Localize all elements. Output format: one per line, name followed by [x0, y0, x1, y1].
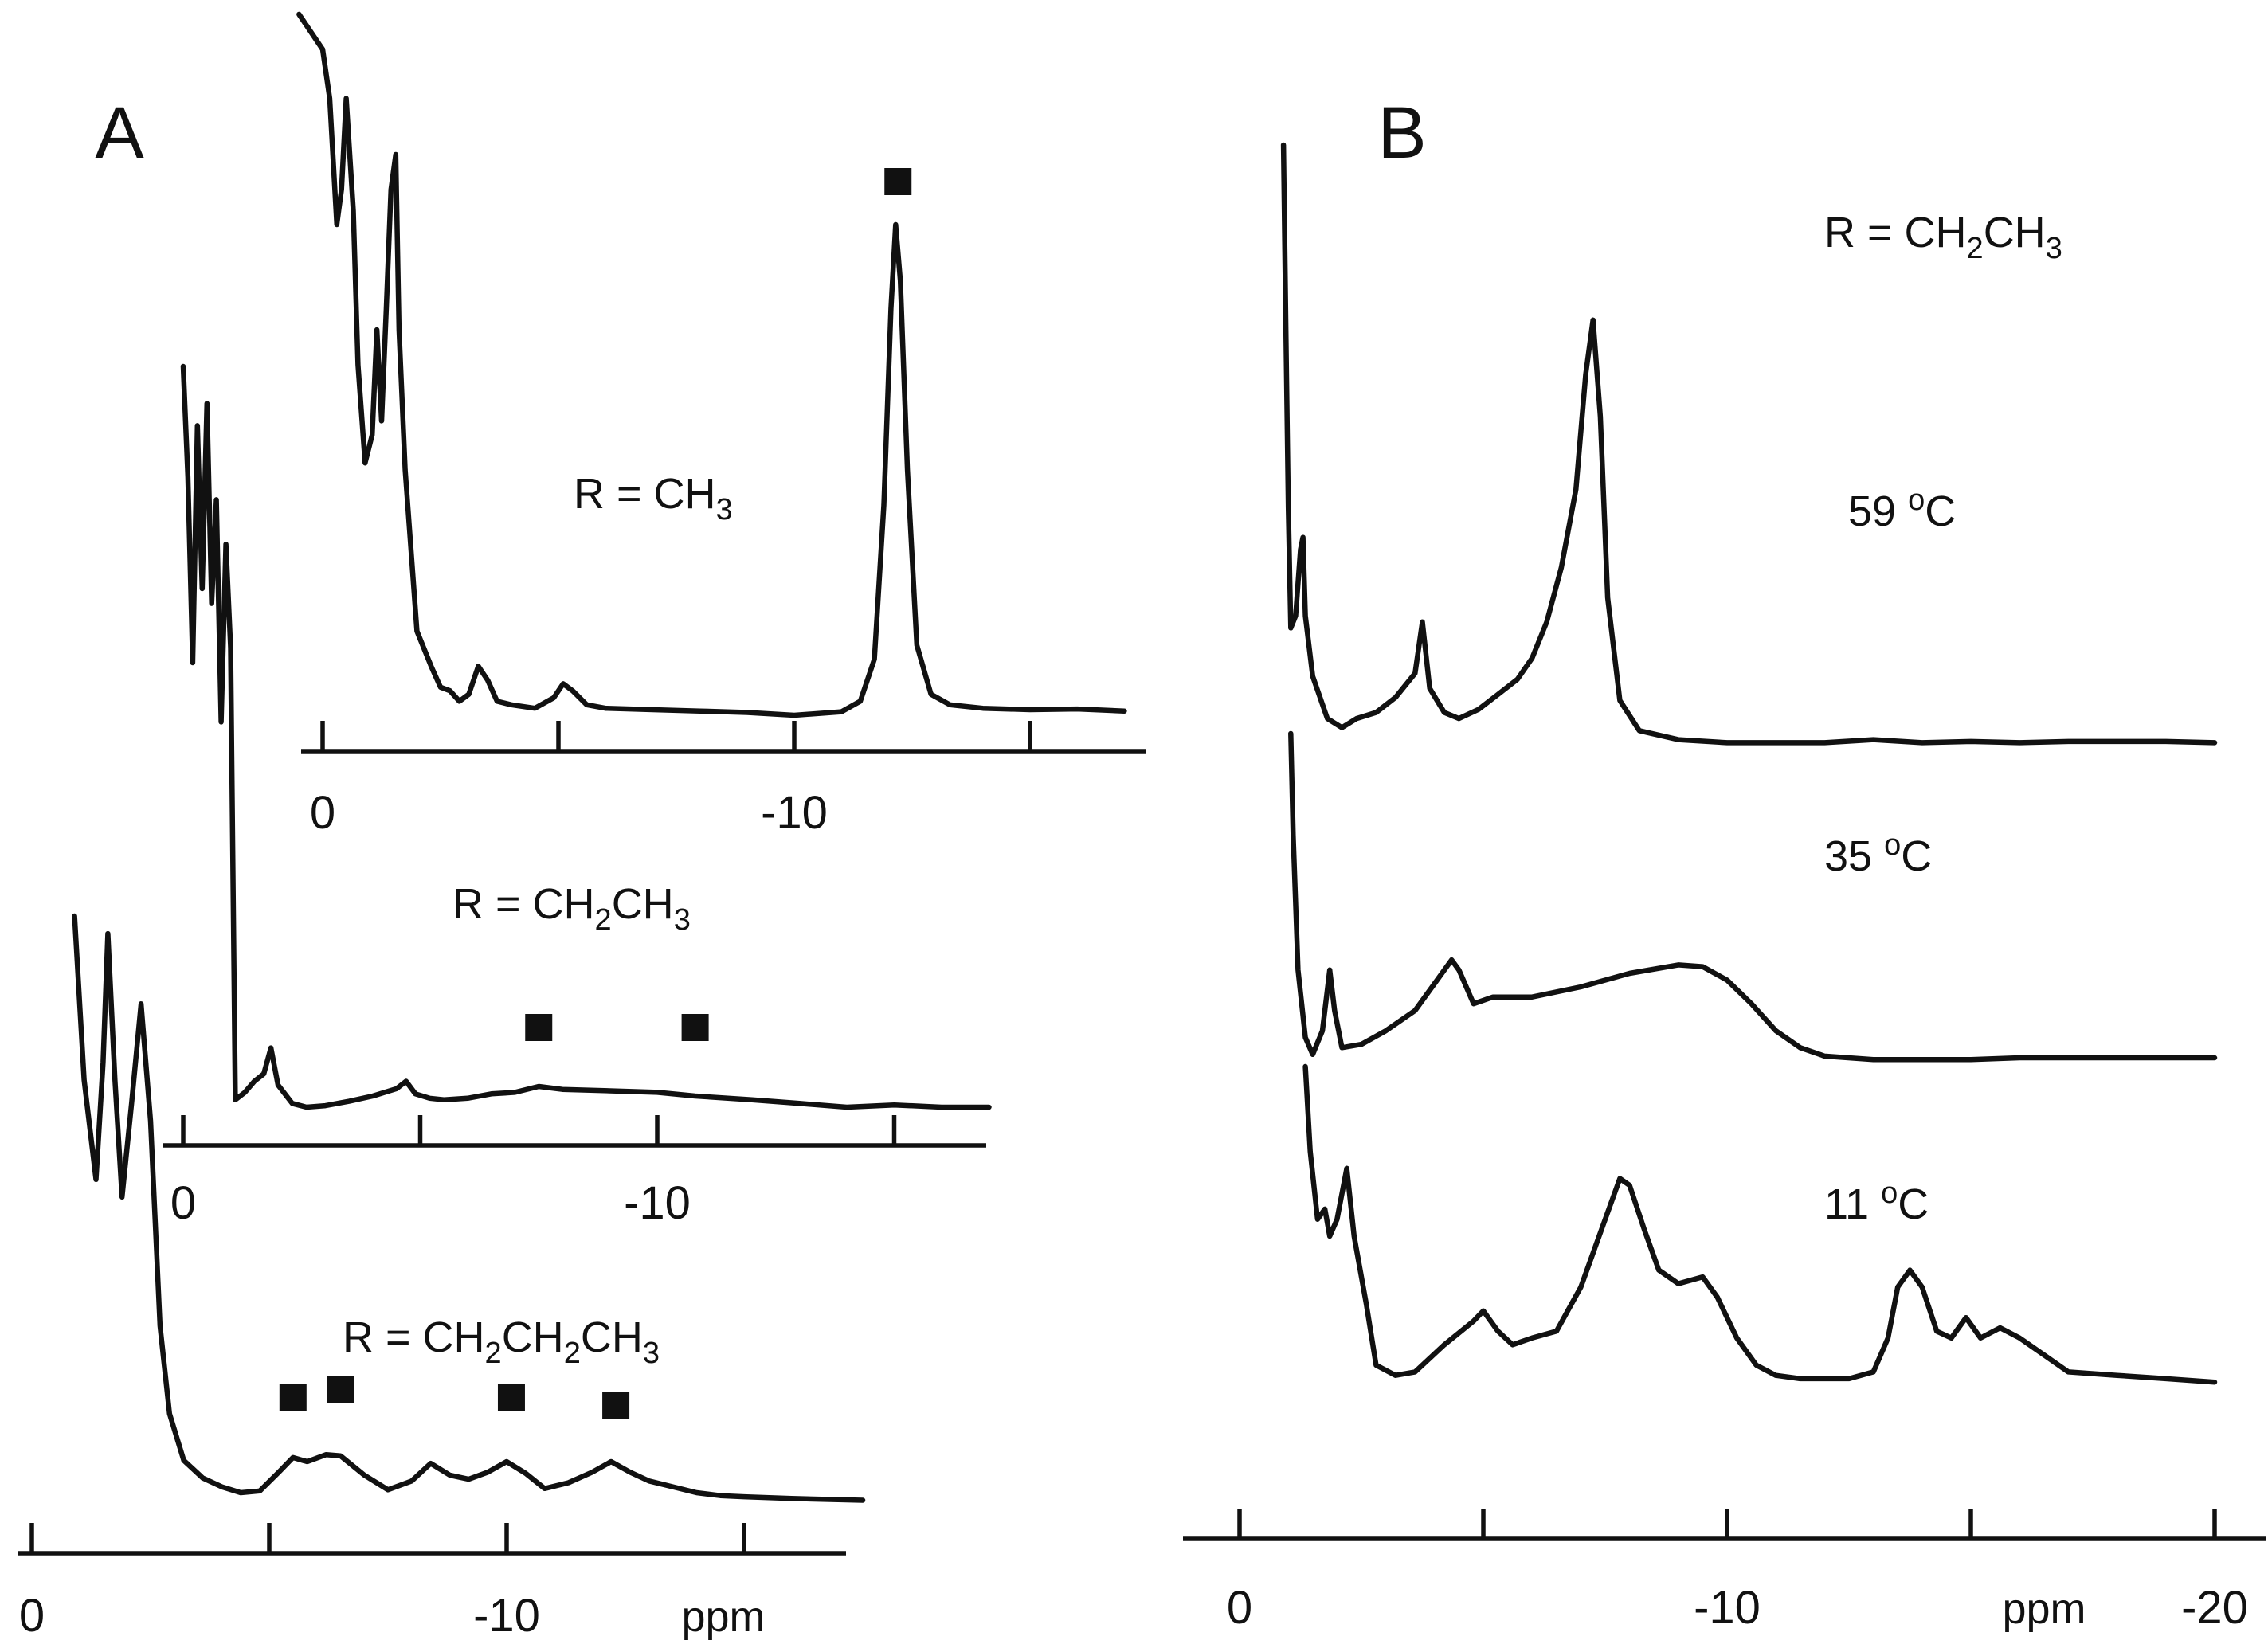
a-ethyl-tick-label: 0 — [170, 1177, 196, 1229]
b-temp-59: 59 oC — [1848, 483, 1956, 535]
a-propyl-ticks — [29, 1523, 746, 1553]
panel-b-label: B — [1377, 92, 1426, 174]
a-propyl-annotation: R = CH2CH2CH3 — [343, 1313, 660, 1370]
a-methyl-ticks — [320, 721, 1032, 751]
a-methyl-markers — [884, 168, 912, 195]
a-propyl-group: 0 -10 R = CH2CH2CH3 ppm — [18, 913, 866, 1642]
panel-b-group: 0 -10 -20 ppm R = CH2CH3 59 oC 35 oC 11 oC — [1183, 142, 2266, 1634]
a-ethyl-trace — [180, 363, 992, 1110]
a-propyl-tick-label: -10 — [473, 1590, 540, 1642]
b-trace-11c — [1302, 1063, 2218, 1385]
a-methyl-tick-label: -10 — [761, 787, 828, 839]
a-methyl-tick-labels: 0 -10 — [310, 787, 828, 839]
b-ppm-label: ppm — [2002, 1585, 2086, 1633]
a-ethyl-group: 0 -10 R = CH2CH3 — [163, 363, 992, 1229]
a-methyl-group: 0 -10 R = CH3 — [296, 11, 1146, 839]
b-tick-label: -10 — [1694, 1582, 1761, 1634]
b-temp-35: 35 oC — [1824, 828, 1932, 880]
a-ethyl-tick-label: -10 — [624, 1177, 691, 1229]
b-tick-labels: 0 -10 -20 — [1227, 1582, 2248, 1634]
a-ethyl-ticks — [181, 1115, 897, 1145]
a-ethyl-tick-labels: 0 -10 — [170, 1177, 691, 1229]
a-propyl-markers — [279, 1376, 630, 1419]
a-propyl-peak-marker — [602, 1392, 630, 1419]
b-traces — [1280, 142, 2218, 1385]
a-methyl-tick-label: 0 — [310, 787, 335, 839]
a-ethyl-peak-marker — [681, 1014, 709, 1041]
a-propyl-peak-marker — [327, 1376, 354, 1403]
b-trace-35c — [1288, 730, 2218, 1063]
a-methyl-trace — [296, 11, 1127, 718]
a-ppm-label: ppm — [681, 1593, 765, 1641]
a-propyl-tick-label: 0 — [19, 1590, 45, 1642]
b-title: R = CH2CH3 — [1824, 209, 2062, 265]
a-ethyl-markers — [525, 1014, 709, 1041]
a-propyl-trace — [72, 913, 866, 1503]
b-trace-59c — [1280, 142, 2218, 746]
a-methyl-peak-marker — [884, 168, 912, 195]
a-propyl-peak-marker — [497, 1384, 525, 1411]
a-ethyl-annotation: R = CH2CH3 — [452, 880, 691, 937]
panel-a-label: A — [95, 92, 144, 174]
b-temp-11: 11 oC — [1824, 1176, 1929, 1228]
a-methyl-annotation: R = CH3 — [574, 470, 733, 526]
b-ticks — [1237, 1509, 2217, 1539]
a-propyl-tick-labels: 0 -10 — [19, 1590, 540, 1642]
a-ethyl-peak-marker — [525, 1014, 553, 1041]
b-tick-label: -20 — [2181, 1582, 2248, 1634]
a-propyl-peak-marker — [279, 1384, 307, 1411]
b-tick-label: 0 — [1227, 1582, 1252, 1634]
